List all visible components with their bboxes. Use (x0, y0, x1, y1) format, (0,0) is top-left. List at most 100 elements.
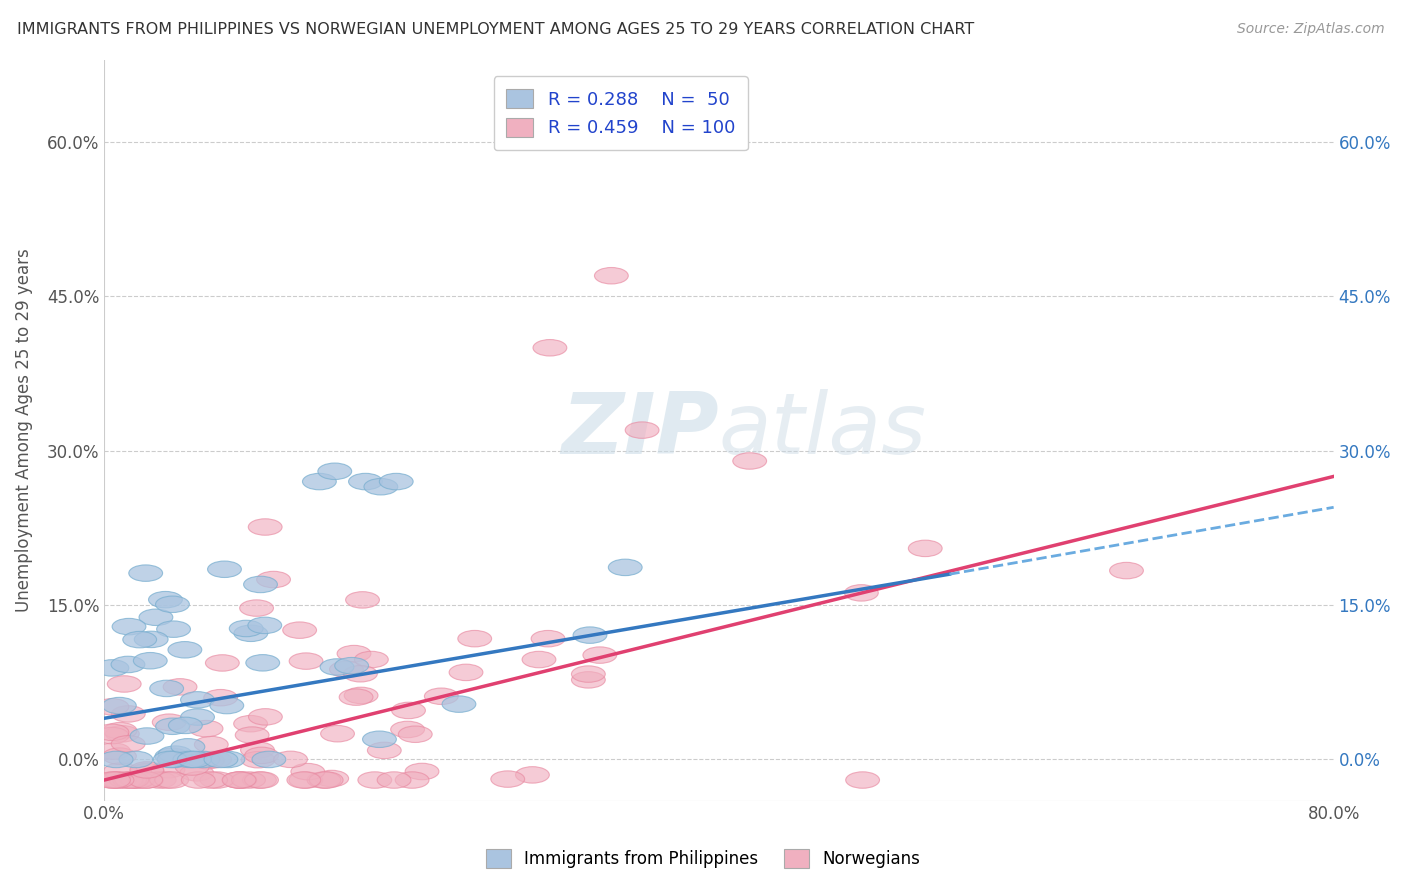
Ellipse shape (163, 679, 197, 695)
Ellipse shape (522, 651, 555, 668)
Ellipse shape (233, 715, 267, 732)
Ellipse shape (107, 676, 141, 692)
Ellipse shape (181, 772, 215, 789)
Ellipse shape (235, 727, 269, 743)
Ellipse shape (307, 772, 340, 789)
Ellipse shape (155, 748, 188, 764)
Ellipse shape (287, 772, 321, 789)
Ellipse shape (97, 772, 131, 789)
Ellipse shape (180, 709, 215, 725)
Ellipse shape (349, 474, 382, 490)
Ellipse shape (149, 772, 183, 789)
Ellipse shape (571, 672, 606, 688)
Ellipse shape (150, 681, 184, 697)
Ellipse shape (239, 599, 274, 616)
Ellipse shape (142, 772, 176, 789)
Ellipse shape (211, 751, 245, 768)
Ellipse shape (169, 717, 202, 733)
Ellipse shape (96, 698, 129, 715)
Ellipse shape (131, 728, 165, 744)
Ellipse shape (111, 706, 145, 723)
Ellipse shape (354, 651, 388, 668)
Ellipse shape (180, 691, 214, 708)
Ellipse shape (152, 762, 186, 778)
Ellipse shape (364, 478, 398, 495)
Ellipse shape (233, 625, 267, 641)
Ellipse shape (346, 591, 380, 608)
Ellipse shape (449, 665, 482, 681)
Ellipse shape (733, 453, 766, 469)
Legend: R = 0.288    N =  50, R = 0.459    N = 100: R = 0.288 N = 50, R = 0.459 N = 100 (494, 76, 748, 150)
Ellipse shape (425, 688, 458, 705)
Ellipse shape (405, 764, 439, 780)
Ellipse shape (247, 617, 281, 633)
Ellipse shape (908, 541, 942, 557)
Ellipse shape (121, 772, 155, 789)
Ellipse shape (240, 742, 274, 758)
Ellipse shape (516, 766, 550, 783)
Ellipse shape (111, 657, 145, 673)
Ellipse shape (96, 660, 129, 676)
Ellipse shape (205, 655, 239, 671)
Ellipse shape (156, 621, 190, 638)
Ellipse shape (156, 718, 190, 734)
Ellipse shape (845, 584, 879, 601)
Ellipse shape (491, 771, 524, 788)
Text: Source: ZipAtlas.com: Source: ZipAtlas.com (1237, 22, 1385, 37)
Ellipse shape (283, 622, 316, 639)
Ellipse shape (180, 764, 214, 781)
Ellipse shape (129, 762, 163, 778)
Text: IMMIGRANTS FROM PHILIPPINES VS NORWEGIAN UNEMPLOYMENT AMONG AGES 25 TO 29 YEARS : IMMIGRANTS FROM PHILIPPINES VS NORWEGIAN… (17, 22, 974, 37)
Ellipse shape (222, 772, 256, 789)
Ellipse shape (120, 751, 153, 768)
Ellipse shape (321, 725, 354, 742)
Ellipse shape (232, 772, 266, 789)
Ellipse shape (96, 727, 129, 744)
Ellipse shape (167, 641, 202, 658)
Ellipse shape (194, 736, 228, 753)
Ellipse shape (156, 596, 190, 613)
Ellipse shape (257, 571, 291, 588)
Ellipse shape (176, 759, 209, 775)
Ellipse shape (583, 647, 617, 664)
Ellipse shape (224, 772, 257, 789)
Ellipse shape (186, 751, 219, 768)
Ellipse shape (190, 753, 225, 769)
Ellipse shape (343, 665, 377, 682)
Ellipse shape (398, 726, 432, 742)
Ellipse shape (104, 763, 138, 780)
Ellipse shape (209, 698, 243, 714)
Ellipse shape (344, 687, 378, 704)
Ellipse shape (129, 772, 163, 789)
Ellipse shape (367, 742, 401, 758)
Ellipse shape (120, 772, 153, 789)
Ellipse shape (246, 655, 280, 671)
Text: ZIP: ZIP (561, 389, 718, 472)
Ellipse shape (380, 474, 413, 490)
Text: atlas: atlas (718, 389, 927, 472)
Ellipse shape (315, 771, 349, 787)
Ellipse shape (392, 702, 426, 719)
Ellipse shape (574, 627, 607, 643)
Ellipse shape (194, 772, 228, 789)
Legend: Immigrants from Philippines, Norwegians: Immigrants from Philippines, Norwegians (479, 843, 927, 875)
Ellipse shape (190, 721, 224, 737)
Ellipse shape (103, 698, 136, 714)
Ellipse shape (153, 751, 187, 768)
Ellipse shape (337, 645, 371, 662)
Ellipse shape (321, 659, 354, 675)
Ellipse shape (139, 609, 173, 625)
Ellipse shape (249, 519, 283, 535)
Ellipse shape (134, 652, 167, 669)
Ellipse shape (339, 689, 373, 706)
Ellipse shape (131, 764, 165, 780)
Ellipse shape (204, 751, 238, 768)
Ellipse shape (100, 751, 134, 768)
Ellipse shape (159, 746, 193, 763)
Ellipse shape (111, 736, 145, 752)
Ellipse shape (291, 764, 325, 780)
Ellipse shape (103, 747, 136, 764)
Ellipse shape (249, 708, 283, 725)
Ellipse shape (441, 696, 475, 713)
Ellipse shape (290, 653, 323, 669)
